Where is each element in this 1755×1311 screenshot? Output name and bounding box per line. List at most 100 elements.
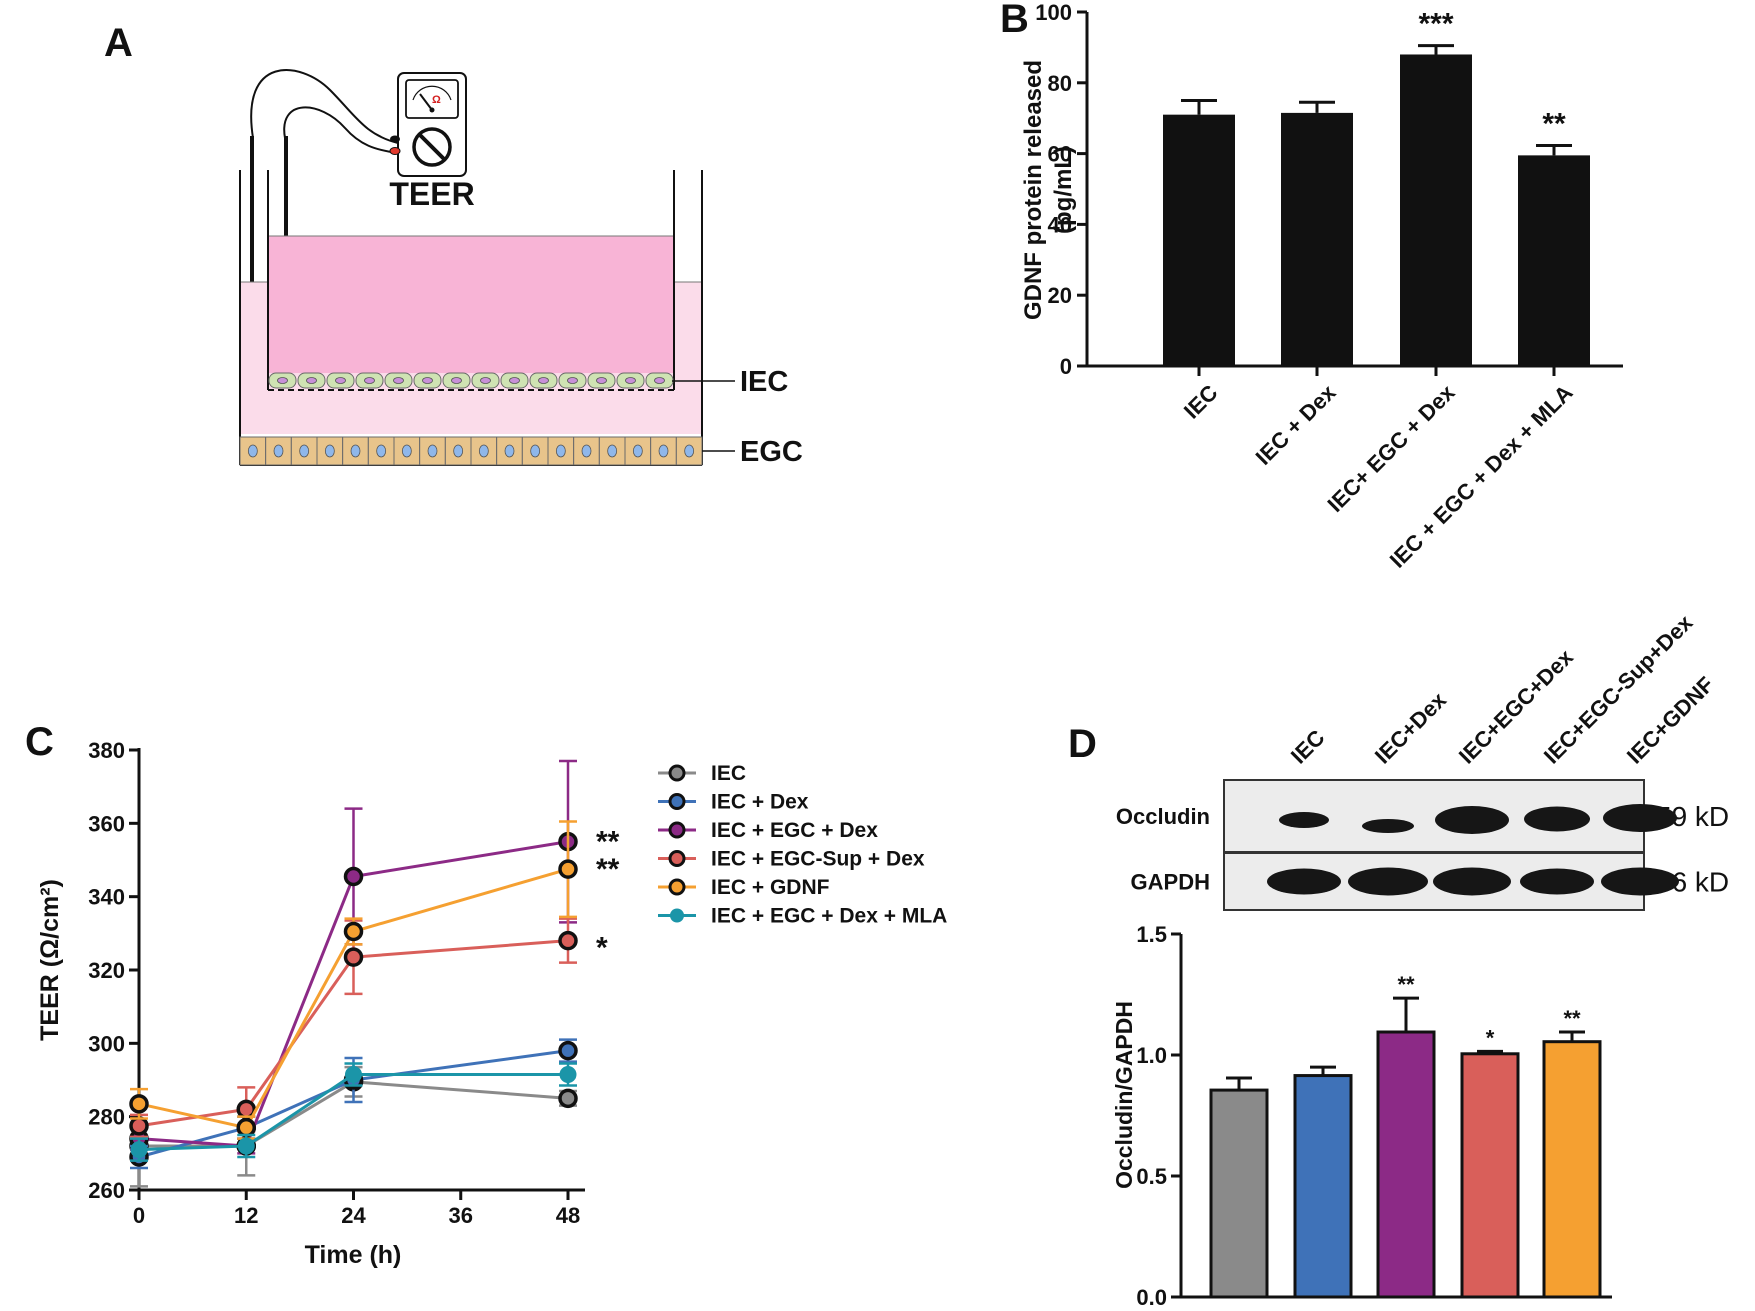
c-data-point	[558, 930, 578, 951]
c-x-label: Time (h)	[305, 1241, 402, 1269]
c-data-point	[129, 1094, 149, 1114]
d-y-label: Occludin/GAPDH	[1111, 1001, 1137, 1189]
c-significance: *	[596, 932, 608, 965]
c-data-point	[558, 1088, 578, 1109]
electrode-wire-outer	[250, 69, 399, 144]
meter-needle	[419, 93, 433, 111]
c-legend-marker	[668, 878, 686, 896]
egc-cell	[496, 436, 523, 466]
c-data-point	[343, 947, 364, 967]
egc-nucleus	[658, 444, 669, 458]
western-blot: IEC IEC+Dex IEC+EGC+DexIEC+EGC-Sup+DexIEC+…	[1116, 609, 1729, 911]
ohm-symbol: Ω	[432, 94, 441, 106]
iec-layer-label: IEC	[740, 366, 788, 398]
c-significance: **	[596, 853, 620, 886]
iec-nucleus	[393, 377, 404, 384]
panel-b-letter: B	[1000, 0, 1029, 41]
panel-b: B 0 20 40 60 80 100 IEC IEC + Dex *** IEC+ EGC + …	[1000, 0, 1623, 573]
b-bar	[1518, 155, 1590, 366]
c-y-tick-label: 260	[88, 1178, 125, 1203]
egc-nucleus	[684, 444, 695, 458]
egc-nucleus	[299, 444, 310, 458]
c-legend-marker	[668, 764, 686, 782]
d-y-tick-label: 1.5	[1136, 922, 1167, 947]
d-bar	[1460, 1052, 1520, 1299]
egc-nucleus	[376, 444, 387, 458]
iec-nucleus	[480, 377, 491, 384]
blot-band	[1603, 804, 1677, 832]
blot-band	[1267, 868, 1341, 895]
blot-band	[1520, 868, 1594, 895]
gdnf-bar-chart: 0 20 40 60 80 100 IEC IEC + Dex *** IEC+ EGC + De…	[1020, 0, 1623, 573]
b-y-tick-label: 20	[1048, 283, 1072, 308]
c-series-5	[130, 1062, 577, 1162]
c-legend-label: IEC + EGC-Sup + Dex	[711, 848, 925, 871]
c-y-tick-label: 280	[88, 1105, 125, 1130]
c-data-point	[236, 1117, 256, 1138]
c-series-line	[138, 939, 569, 1128]
c-legend-label: IEC + EGC + Dex	[711, 819, 878, 842]
electrode-wire-inner	[283, 106, 399, 154]
egc-cell-layer	[239, 436, 703, 466]
c-significance: **	[596, 826, 620, 859]
b-y-tick-label: 40	[1048, 212, 1072, 237]
b-significance: **	[1542, 107, 1566, 140]
iec-nucleus	[422, 377, 433, 384]
c-y-tick-label: 340	[88, 885, 125, 910]
c-legend-marker	[670, 908, 684, 923]
iec-nucleus	[451, 377, 462, 384]
teer-meter: Ω TEER	[389, 72, 475, 212]
c-legend-marker	[668, 850, 686, 867]
b-y-tick-label: 0	[1060, 354, 1072, 379]
b-x-tick-label: IEC+ EGC + Dex	[1323, 379, 1461, 517]
c-y-tick-label: 300	[88, 1031, 125, 1056]
blot-band	[1348, 867, 1428, 896]
iec-nucleus	[277, 377, 288, 384]
d-bar	[1542, 1040, 1602, 1299]
d-bar	[1293, 1074, 1353, 1299]
egc-nucleus	[401, 444, 412, 458]
c-legend-label: IEC + Dex	[711, 791, 809, 814]
blot-row-label: Occludin	[1116, 804, 1210, 829]
c-y-label: TEER (Ω/cm²)	[36, 879, 64, 1041]
egc-nucleus	[607, 444, 618, 458]
egc-nucleus	[581, 444, 592, 458]
b-x-tick-label: IEC + Dex	[1251, 379, 1341, 469]
egc-nucleus	[350, 444, 361, 458]
panel-a-letter: A	[104, 21, 133, 65]
iec-nucleus	[625, 377, 636, 384]
d-significance: *	[1486, 1025, 1495, 1050]
blot-band	[1435, 806, 1509, 834]
c-data-point	[559, 1066, 577, 1083]
iec-nucleus	[596, 377, 607, 384]
c-legend-label: IEC + GDNF	[711, 876, 830, 899]
insert-medium	[268, 236, 674, 373]
c-x-tick-label: 12	[234, 1203, 258, 1228]
b-y-tick-label: 60	[1048, 142, 1072, 167]
c-series-4	[129, 820, 578, 1140]
d-significance: **	[1563, 1006, 1581, 1031]
blot-lane-label: IEC+EGC-Sup+Dex	[1539, 609, 1698, 768]
panel-c-letter: C	[25, 720, 54, 764]
c-data-point	[558, 859, 578, 879]
c-series-line	[138, 867, 569, 1130]
c-series-line	[139, 1080, 569, 1148]
b-y-label-line2: (pg/mL)	[1050, 146, 1077, 234]
egc-nucleus	[324, 444, 335, 458]
c-series-line	[138, 1073, 568, 1152]
panel-d: D IEC IEC+Dex IEC+EGC+DexIEC+EGC-Sup+DexIE…	[1068, 609, 1729, 1310]
c-series-line	[138, 840, 569, 1148]
blot-band	[1524, 806, 1590, 832]
c-series-3	[129, 917, 578, 1139]
egc-nucleus	[478, 444, 489, 458]
teer-line-chart: 260 280 300 320 340 360 380 0 12 24 36 48 Time (h) TE…	[36, 738, 947, 1269]
iec-nucleus	[509, 377, 520, 384]
egc-nucleus	[504, 444, 515, 458]
d-y-tick-label: 0.5	[1136, 1164, 1167, 1189]
egc-nucleus	[427, 444, 438, 458]
blot-band	[1433, 867, 1511, 896]
d-significance: **	[1397, 972, 1415, 997]
d-bar	[1209, 1088, 1269, 1299]
